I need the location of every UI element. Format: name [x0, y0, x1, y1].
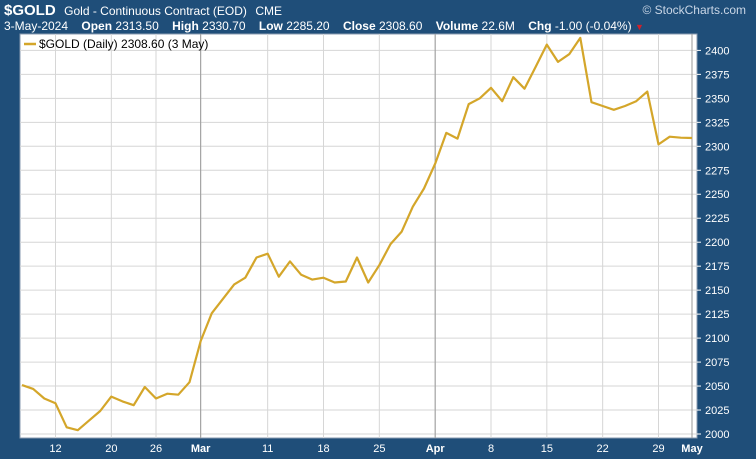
high-label: High [172, 19, 199, 33]
x-tick-label: 22 [597, 443, 609, 455]
open-value: 2313.50 [115, 19, 159, 33]
x-tick-label: Apr [426, 443, 446, 455]
y-tick-label: 2050 [705, 381, 729, 393]
high-value: 2330.70 [202, 19, 246, 33]
quote-date: 3-May-2024 [4, 19, 69, 33]
low-value: 2285.20 [286, 19, 330, 33]
x-tick-label: 18 [317, 443, 329, 455]
quote-summary: 3-May-2024 Open 2313.50 High 2330.70 Low… [4, 19, 644, 33]
legend-label: $GOLD (Daily) 2308.60 (3 May) [39, 37, 208, 51]
brand-watermark: © StockCharts.com [642, 3, 746, 17]
y-tick-label: 2375 [705, 69, 729, 81]
symbol: $GOLD [4, 2, 56, 19]
plot-area [19, 33, 698, 439]
y-tick-label: 2125 [705, 309, 729, 321]
close-label: Close [342, 19, 376, 33]
y-tick-label: 2325 [705, 117, 729, 129]
y-tick-label: 2150 [705, 285, 729, 297]
open-label: Open [81, 19, 113, 33]
x-tick-label: May [681, 443, 703, 455]
x-tick-label: 29 [652, 443, 664, 455]
y-tick-label: 2200 [705, 237, 729, 249]
x-tick-label: 20 [105, 443, 117, 455]
x-tick-label: 8 [488, 443, 494, 455]
down-arrow-icon: ▼ [634, 22, 644, 32]
x-tick-label: 12 [49, 443, 61, 455]
price-line-series [21, 36, 693, 432]
y-tick-label: 2400 [705, 45, 729, 57]
chg-value: -1.00 (-0.04%) [554, 19, 632, 33]
exchange: CME [255, 4, 283, 18]
y-tick-label: 2275 [705, 165, 729, 177]
y-tick-label: 2300 [705, 141, 729, 153]
y-tick-label: 2250 [705, 189, 729, 201]
y-tick-label: 2100 [705, 333, 729, 345]
y-tick-label: 2000 [705, 429, 729, 441]
volume-label: Volume [435, 19, 479, 33]
y-tick-label: 2075 [705, 357, 729, 369]
chg-label: Chg [528, 19, 552, 33]
close-value: 2308.60 [378, 19, 423, 33]
chart-title: $GOLD Gold - Continuous Contract (EOD) C… [4, 2, 282, 20]
x-tick-label: 25 [373, 443, 385, 455]
legend: $GOLD (Daily) 2308.60 (3 May) [24, 37, 208, 51]
low-label: Low [258, 19, 283, 33]
y-tick-label: 2175 [705, 261, 729, 273]
volume-value: 22.6M [481, 19, 515, 33]
symbol-description: Gold - Continuous Contract (EOD) [64, 4, 247, 18]
x-tick-label: 11 [262, 443, 273, 455]
y-tick-label: 2225 [705, 213, 729, 225]
y-tick-label: 2025 [705, 405, 729, 417]
y-tick-label: 2350 [705, 93, 729, 105]
x-tick-label: 26 [150, 443, 162, 455]
x-tick-label: 15 [541, 443, 553, 455]
x-tick-label: Mar [191, 443, 211, 455]
